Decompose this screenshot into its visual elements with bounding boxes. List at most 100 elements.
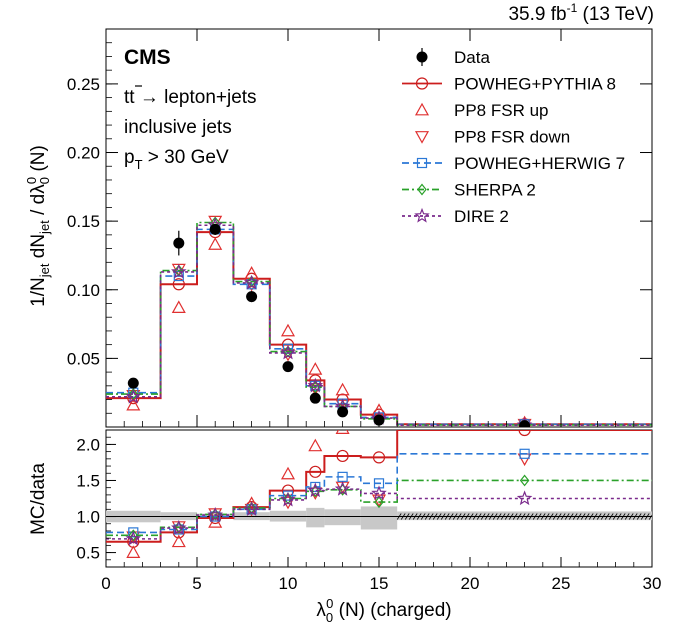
- ratio-hatch: [452, 513, 458, 520]
- top-marker-sherpa-2: [283, 345, 293, 358]
- ratio-marker-dire-2: [207, 506, 223, 522]
- ratio-marker-dire-2: [125, 530, 142, 546]
- top-y-tick-label: 0.15: [67, 212, 100, 231]
- ratio-marker-sherpa-2: [519, 474, 530, 487]
- ratio-uncertainty-band: [397, 511, 652, 521]
- top-y-tick-label: 0.05: [67, 349, 100, 368]
- ratio-hatch: [400, 513, 406, 520]
- ratio-line-dire-2: [106, 488, 652, 540]
- ratio-hatch: [516, 513, 522, 520]
- ratio-hatch: [588, 513, 594, 520]
- legend-marker: [414, 207, 430, 223]
- x-tick-label: 15: [370, 574, 389, 593]
- ratio-y-axis-title: MC/data: [28, 463, 49, 535]
- ratio-marker-powheg-pythia-8: [336, 449, 349, 463]
- selection-label: inclusive jets: [124, 117, 232, 138]
- ratio-hatch: [564, 513, 570, 520]
- x-tick-label: 10: [279, 574, 298, 593]
- ratio-uncertainty-band: [306, 507, 325, 528]
- ratio-hatch: [636, 513, 642, 520]
- ratio-marker-powheg-pythia-8: [281, 484, 295, 497]
- ratio-hatch: [648, 514, 652, 520]
- ratio-hatch: [520, 513, 526, 520]
- ratio-hatch: [528, 513, 534, 520]
- ratio-marker-powheg-herwig-7: [128, 527, 139, 538]
- ratio-marker-sherpa-2: [337, 483, 348, 496]
- legend-label: POWHEG+PYTHIA 8: [454, 75, 616, 94]
- x-tick-label: 25: [552, 574, 571, 593]
- top-line-powheg-pythia-8: [106, 231, 652, 426]
- ratio-hatch: [592, 513, 598, 520]
- ratio-hatch: [396, 513, 402, 520]
- top-marker-dire-2: [307, 377, 324, 393]
- ratio-hatch: [404, 513, 410, 520]
- top-data-point: [246, 291, 258, 303]
- legend-entry-data: Data: [416, 48, 490, 67]
- legend-label: Data: [454, 48, 490, 67]
- top-y-axis-title: 1/Njet dNjet / dλ00 (N): [24, 145, 52, 307]
- ratio-hatch: [576, 513, 582, 520]
- ratio-hatch: [600, 513, 606, 520]
- ratio-hatch: [448, 513, 454, 520]
- ratio-hatch: [408, 513, 414, 520]
- legend-label: PP8 FSR down: [454, 128, 570, 147]
- top-plot-content: [106, 215, 652, 427]
- ratio-hatch: [632, 513, 638, 520]
- ratio-hatch: [476, 513, 482, 520]
- x-tick-label: 5: [192, 574, 201, 593]
- ratio-hatch: [572, 513, 578, 520]
- svg-text:1/Njet dNjet / dλ00 (N): 1/Njet dNjet / dλ00 (N): [24, 145, 52, 307]
- top-data-point: [282, 361, 294, 373]
- ratio-hatch: [456, 513, 462, 520]
- ratio-marker-pp8-fsr-up: [171, 534, 186, 548]
- top-marker-sherpa-2: [246, 275, 257, 288]
- top-data-point: [127, 377, 139, 389]
- ratio-hatch: [428, 513, 434, 520]
- ratio-marker-pp8-fsr-up: [208, 515, 223, 528]
- ratio-hatch: [460, 513, 466, 520]
- ratio-hatch: [584, 513, 590, 520]
- ratio-uncertainty-band: [324, 509, 361, 526]
- top-marker-dire-2: [125, 388, 142, 404]
- ratio-hatch: [616, 513, 622, 520]
- ratio-marker-powheg-herwig-7: [282, 490, 294, 501]
- top-marker-powheg-herwig-7: [173, 270, 184, 282]
- legend-entry-pp8-fsr-up: PP8 FSR up: [414, 101, 549, 120]
- legend-entry-powheg-pythia-8: POWHEG+PYTHIA 8: [402, 75, 616, 94]
- svg-text:tt → lepton+jets: tt → lepton+jets: [124, 87, 257, 108]
- ratio-hatch: [424, 513, 430, 520]
- ratio-marker-sherpa-2: [374, 496, 384, 509]
- top-y-tick-label: 0.10: [67, 281, 100, 300]
- ratio-hatch: [440, 513, 446, 520]
- ratio-hatch: [464, 513, 470, 520]
- ratio-marker-dire-2: [307, 482, 324, 498]
- ratio-marker-powheg-herwig-7: [519, 448, 530, 459]
- ratio-hatch: [508, 513, 514, 520]
- axes: 0.05 0.10 0.15 0.20 0.25 0.5 1.0 1.5 2.0 0 5 10 15 20…: [67, 29, 661, 593]
- ratio-hatch: [608, 513, 614, 520]
- ratio-marker-sherpa-2: [246, 501, 257, 514]
- top-marker-pp8-fsr-up: [171, 300, 186, 313]
- ratio-marker-powheg-pythia-8: [309, 465, 322, 478]
- ratio-marker-sherpa-2: [283, 492, 293, 505]
- ratio-hatch: [472, 513, 478, 520]
- ratio-hatch: [640, 513, 646, 520]
- ratio-hatch: [512, 513, 518, 520]
- pt-cut-label: pT > 30 GeV: [124, 147, 229, 172]
- top-data-point: [173, 237, 185, 249]
- top-marker-powheg-pythia-8: [336, 393, 349, 406]
- ratio-hatch: [540, 513, 546, 520]
- legend-marker: [417, 183, 427, 196]
- ratio-hatch: [552, 513, 558, 520]
- ratio-hatch: [412, 513, 418, 520]
- ratio-marker-pp8-fsr-up: [244, 496, 259, 509]
- top-marker-dire-2: [171, 263, 187, 279]
- ratio-marker-pp8-fsr-up: [308, 438, 323, 452]
- ratio-hatch: [644, 513, 650, 520]
- ratio-hatch: [604, 513, 610, 520]
- lumi-label: 35.9 fb-1 (13 TeV): [508, 1, 654, 25]
- x-axis-title: λ00 (N) (charged): [316, 596, 451, 625]
- ratio-hatch: [536, 513, 542, 520]
- top-line-sherpa-2: [106, 221, 652, 426]
